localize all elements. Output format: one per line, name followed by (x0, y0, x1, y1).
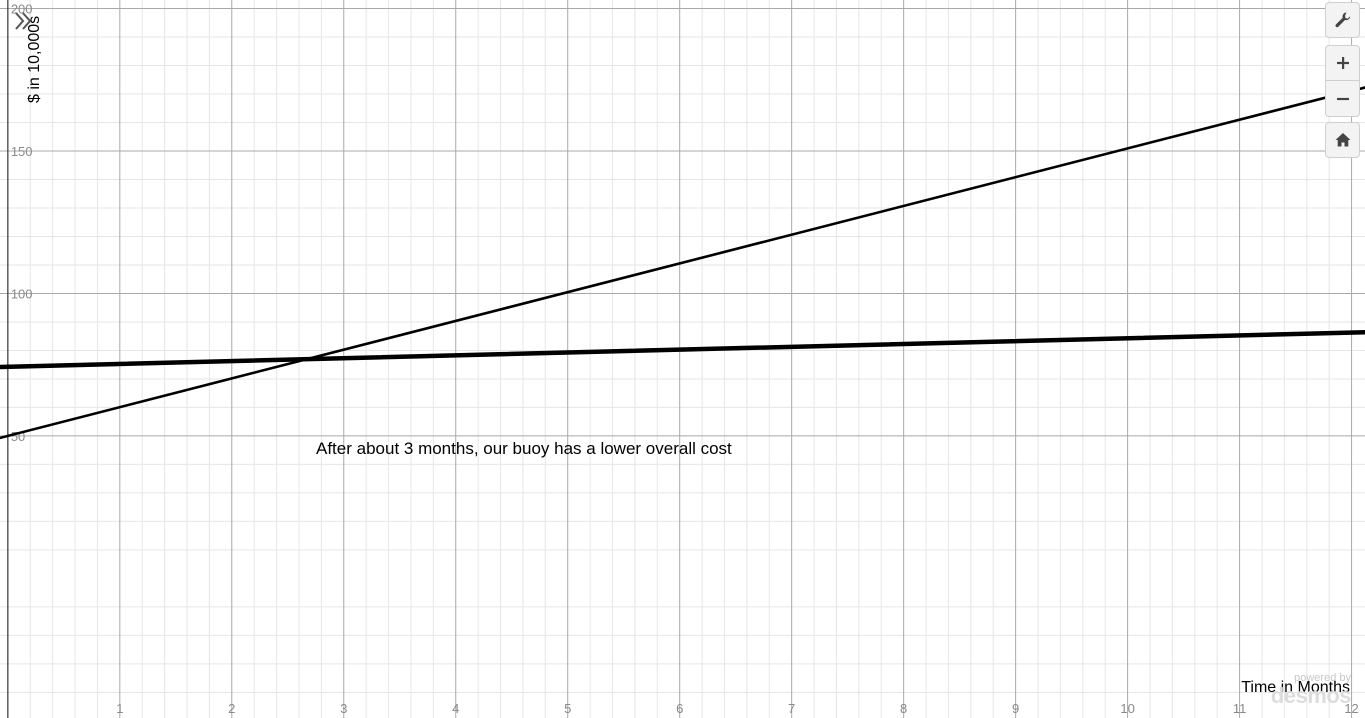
series-lines (0, 86, 1365, 440)
y-tick-label: 100 (11, 286, 33, 301)
graph-settings-button[interactable] (1325, 2, 1360, 38)
x-tick-label: 8 (900, 701, 907, 716)
x-tick-label: 12 (1344, 701, 1358, 716)
powered-by-text: powered by (1294, 672, 1351, 684)
default-viewport-button[interactable] (1325, 122, 1360, 158)
zoom-out-button[interactable] (1325, 81, 1360, 117)
y-tick-label: 150 (11, 144, 33, 159)
wrench-icon (1335, 12, 1350, 28)
x-tick-label: 9 (1012, 701, 1019, 716)
series-line-2 (0, 329, 1365, 370)
x-tick-label: 5 (564, 701, 571, 716)
annotation-label: After about 3 months, our buoy has a low… (316, 439, 732, 458)
series-line-1 (0, 86, 1365, 440)
x-tick-label: 6 (676, 701, 683, 716)
x-axis-label: Time in Months (1241, 679, 1350, 696)
double-chevron-right-icon (15, 12, 32, 30)
x-tick-label: 3 (340, 701, 347, 716)
x-tick-label: 1 (116, 701, 123, 716)
minus-icon (1336, 97, 1349, 100)
home-icon (1335, 133, 1350, 147)
x-tick-label: 11 (1233, 701, 1247, 716)
plus-icon (1336, 57, 1349, 69)
powered-by-desmos[interactable]: powered by desmos (1270, 672, 1352, 708)
y-axis-label: $ in 10,000s (26, 15, 43, 103)
expand-expressions-button[interactable] (10, 8, 38, 36)
zoom-in-button[interactable] (1325, 45, 1360, 81)
desmos-logo: desmos (1270, 683, 1352, 708)
x-tick-label: 10 (1120, 701, 1134, 716)
x-tick-label: 2 (228, 701, 235, 716)
x-tick-label: 4 (452, 701, 459, 716)
x-tick-label: 7 (788, 701, 795, 716)
